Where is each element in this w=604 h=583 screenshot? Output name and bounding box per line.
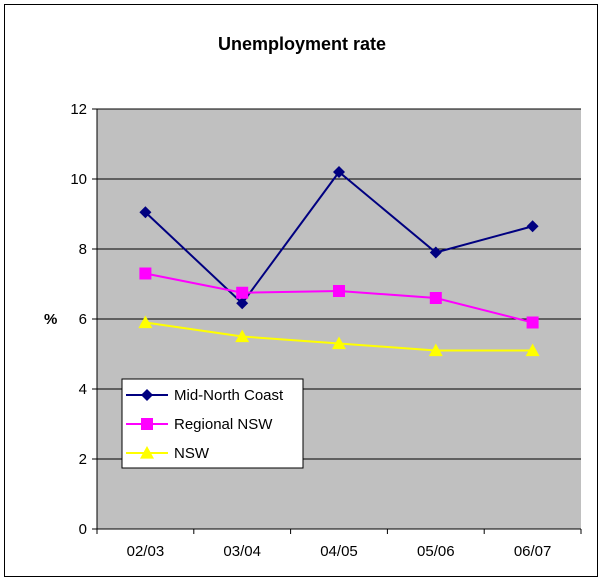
y-axis-label: %	[44, 311, 58, 328]
series-nsw	[138, 315, 540, 357]
y-tick-label: 8	[79, 241, 87, 258]
series-regional-nsw	[139, 267, 539, 329]
legend-label: NSW	[174, 445, 210, 462]
x-tick-label: 03/04	[223, 543, 261, 560]
x-tick-label: 05/06	[417, 543, 455, 560]
data-point	[429, 246, 442, 259]
y-tick-label: 0	[79, 521, 87, 538]
data-point	[526, 220, 539, 233]
data-point	[332, 336, 346, 350]
legend-marker	[141, 418, 153, 430]
y-ticks: 0 2 4 6 8 10 12	[70, 101, 97, 538]
chart-title: Unemployment rate	[217, 34, 387, 54]
legend-label: Regional NSW	[174, 416, 273, 433]
data-point	[429, 292, 442, 304]
x-tick-label: 02/03	[127, 543, 165, 560]
data-point	[236, 286, 249, 299]
data-point	[139, 206, 152, 219]
x-tick-label: 06/07	[514, 543, 552, 560]
series-mid-north-coast	[139, 166, 539, 310]
data-point	[333, 166, 345, 178]
data-point	[333, 285, 345, 297]
data-point	[525, 343, 540, 357]
y-tick-label: 10	[70, 171, 87, 188]
data-point	[138, 315, 153, 329]
legend-marker	[140, 446, 154, 459]
data-point	[235, 329, 250, 343]
y-tick-label: 4	[79, 381, 87, 398]
data-point	[139, 267, 152, 280]
legend: Mid-North Coast Regional NSW NSW	[121, 378, 304, 469]
series-group	[138, 166, 540, 357]
y-tick-label: 2	[79, 451, 87, 468]
x-tick-label: 04/05	[320, 543, 358, 560]
data-point	[428, 343, 443, 357]
y-tick-label: 12	[70, 101, 87, 118]
gridlines	[97, 108, 581, 460]
y-tick-label: 6	[79, 311, 87, 328]
legend-marker	[141, 389, 153, 401]
legend-label: Mid-North Coast	[174, 387, 284, 404]
x-ticks: 02/03 03/04 04/05 05/06 06/07	[96, 529, 582, 560]
data-point	[236, 297, 249, 310]
data-point	[526, 316, 539, 329]
